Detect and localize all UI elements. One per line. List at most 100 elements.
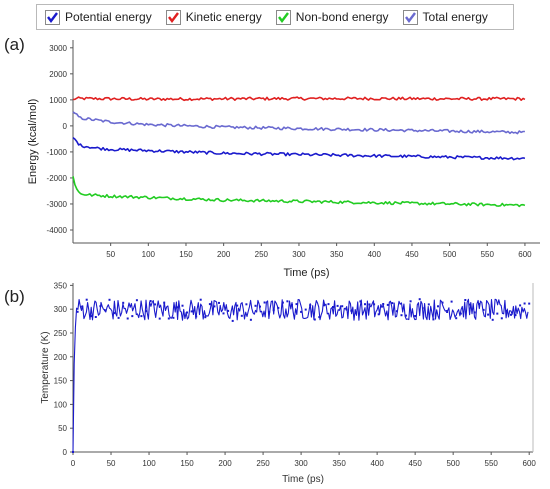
y-tick-label: 200 (54, 353, 68, 362)
data-point-marker (272, 309, 275, 312)
x-tick-label: 150 (180, 459, 194, 468)
chart-legend: Potential energy Kinetic energy Non-bond… (36, 4, 514, 30)
x-tick-label: 550 (485, 459, 499, 468)
checkbox-checked-icon[interactable] (45, 9, 60, 25)
data-point-marker (386, 303, 389, 306)
data-point-marker (268, 310, 271, 313)
data-point-marker (418, 298, 421, 301)
data-point-marker (300, 310, 303, 313)
legend-label: Non-bond energy (295, 10, 389, 24)
data-point-marker (231, 319, 234, 322)
legend-item-potential-energy[interactable]: Potential energy (45, 9, 152, 25)
data-point-marker (446, 311, 449, 313)
data-point-marker (227, 309, 230, 312)
legend-item-kinetic-energy[interactable]: Kinetic energy (165, 9, 262, 25)
data-point-marker (195, 315, 198, 318)
data-point-marker (359, 300, 362, 303)
x-tick-label: 250 (256, 459, 270, 468)
x-tick-label: 350 (332, 459, 346, 468)
data-point-marker (218, 301, 220, 304)
data-point-marker (519, 304, 522, 307)
data-point-marker (364, 303, 366, 306)
data-point-marker (414, 315, 417, 317)
x-tick-label: 600 (518, 250, 532, 259)
data-point-marker (409, 300, 412, 303)
y-tick-label: 1000 (49, 96, 67, 105)
checkbox-checked-icon[interactable] (402, 9, 418, 25)
data-point-marker (176, 306, 179, 309)
data-point-marker (309, 304, 312, 307)
data-point-marker (254, 304, 257, 307)
y-tick-label: 3000 (49, 44, 67, 53)
data-point-marker (332, 306, 334, 308)
data-point-marker (286, 300, 289, 303)
data-point-marker (94, 316, 97, 318)
x-tick-label: 100 (142, 459, 156, 468)
series-total-energy-line (72, 111, 525, 135)
data-point-marker (482, 308, 485, 311)
data-point-marker (158, 317, 161, 320)
data-point-marker (204, 316, 207, 319)
data-point-marker (450, 300, 453, 303)
data-point-marker (528, 302, 531, 305)
data-point-marker (117, 316, 120, 319)
data-point-marker (291, 303, 293, 306)
data-point-marker (441, 301, 444, 304)
data-point-marker (423, 307, 426, 310)
data-point-marker (99, 305, 102, 308)
data-point-marker (113, 312, 116, 315)
x-tick-label: 400 (368, 250, 382, 259)
data-point-marker (76, 310, 79, 313)
data-point-marker (510, 313, 512, 316)
data-point-marker (135, 299, 138, 302)
data-point-marker (140, 315, 143, 318)
data-point-marker (72, 451, 74, 453)
x-tick-label: 250 (255, 250, 269, 259)
data-point-marker (382, 303, 385, 305)
data-point-marker (90, 315, 93, 318)
data-point-marker (377, 313, 380, 316)
data-point-marker (186, 311, 188, 314)
checkbox-checked-icon[interactable] (275, 9, 291, 25)
data-point-marker (487, 313, 490, 316)
y-tick-label: 100 (54, 400, 68, 409)
y-tick-label: 2000 (49, 70, 67, 79)
y-tick-label: 0 (63, 122, 68, 131)
data-point-marker (322, 304, 325, 307)
data-point-marker (373, 303, 376, 306)
data-point-marker (245, 303, 248, 306)
data-point-marker (505, 310, 508, 312)
data-point-marker (281, 301, 284, 304)
data-point-marker (240, 314, 243, 317)
checkbox-checked-icon[interactable] (165, 9, 181, 25)
data-point-marker (236, 304, 239, 307)
x-tick-label: 300 (292, 250, 306, 259)
y-tick-label: 0 (63, 448, 68, 457)
data-point-marker (496, 312, 499, 315)
y-tick-label: -1000 (47, 148, 68, 157)
data-point-marker (85, 298, 88, 301)
x-tick-label: 450 (408, 459, 422, 468)
x-axis-title: Time (ps) (282, 474, 324, 485)
data-point-marker (81, 305, 84, 308)
x-tick-label: 50 (106, 250, 115, 259)
data-point-marker (249, 318, 252, 321)
x-tick-label: 150 (179, 250, 193, 259)
data-point-marker (108, 298, 111, 301)
data-point-marker (163, 301, 166, 304)
data-point-marker (277, 306, 280, 309)
data-point-marker (172, 316, 175, 319)
data-point-marker (318, 316, 321, 319)
x-tick-label: 50 (107, 459, 116, 468)
y-tick-label: -4000 (47, 226, 68, 235)
data-point-marker (199, 298, 202, 301)
legend-item-total-energy[interactable]: Total energy (402, 9, 488, 25)
y-tick-label: 350 (54, 281, 68, 290)
data-point-marker (190, 310, 193, 313)
y-axis-title: Energy (kcal/mol) (27, 99, 39, 185)
x-tick-label: 300 (294, 459, 308, 468)
legend-item-non-bond-energy[interactable]: Non-bond energy (275, 9, 389, 25)
x-tick-label: 500 (443, 250, 457, 259)
y-tick-label: -2000 (47, 174, 68, 183)
